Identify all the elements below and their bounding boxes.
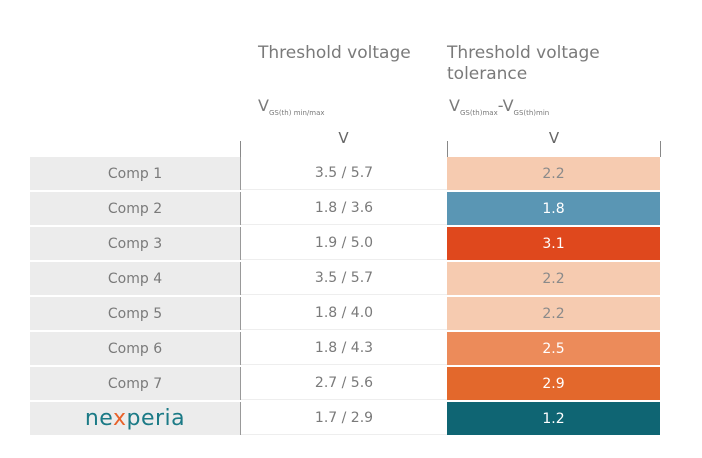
- tolerance-cell: 2.2: [447, 157, 660, 190]
- col2-unit: V: [338, 129, 349, 147]
- component-name: nexperia: [30, 402, 241, 435]
- component-name: Comp 1: [30, 157, 241, 190]
- threshold-range: 1.7 / 2.9: [241, 402, 447, 435]
- component-name: Comp 5: [30, 297, 241, 330]
- component-name: Comp 6: [30, 332, 241, 365]
- col2-title: Threshold voltage: [258, 43, 411, 63]
- threshold-range: 3.5 / 5.7: [241, 157, 447, 190]
- component-name: Comp 7: [30, 367, 241, 400]
- col3-unit: V: [548, 129, 560, 147]
- component-name: Comp 4: [30, 262, 241, 295]
- divider: [447, 141, 448, 157]
- table-row: Comp 4 3.5 / 5.7 2.2: [30, 262, 660, 295]
- table-row: Comp 1 3.5 / 5.7 2.2: [30, 157, 660, 190]
- tolerance-cell: 1.2: [447, 402, 660, 435]
- threshold-range: 1.9 / 5.0: [241, 227, 447, 260]
- tolerance-cell: 2.2: [447, 262, 660, 295]
- nexperia-logo: nexperia: [84, 406, 186, 431]
- tolerance-cell: 1.8: [447, 192, 660, 225]
- tolerance-cell: 2.5: [447, 332, 660, 365]
- threshold-range: 1.8 / 4.3: [241, 332, 447, 365]
- table-row: Comp 6 1.8 / 4.3 2.5: [30, 332, 660, 365]
- col3-title-line1: Threshold voltage: [447, 43, 600, 63]
- col3-title: Threshold voltage tolerance: [447, 43, 600, 85]
- table-row: nexperia 1.7 / 2.9 1.2: [30, 402, 660, 435]
- tolerance-cell: 3.1: [447, 227, 660, 260]
- component-name: Comp 3: [30, 227, 241, 260]
- component-name: Comp 2: [30, 192, 241, 225]
- col3-title-line2: tolerance: [447, 64, 528, 84]
- table-row: Comp 7 2.7 / 5.6 2.9: [30, 367, 660, 400]
- threshold-range: 1.8 / 3.6: [241, 192, 447, 225]
- col3-symbol: VGS(th)max-VGS(th)min: [449, 96, 550, 118]
- table-row: Comp 2 1.8 / 3.6 1.8: [30, 192, 660, 225]
- threshold-range: 2.7 / 5.6: [241, 367, 447, 400]
- table-row: Comp 5 1.8 / 4.0 2.2: [30, 297, 660, 330]
- divider: [240, 141, 241, 157]
- col2-symbol: VGS(th) min/max: [258, 96, 325, 118]
- divider: [660, 141, 661, 157]
- table-row: Comp 3 1.9 / 5.0 3.1: [30, 227, 660, 260]
- threshold-range: 3.5 / 5.7: [241, 262, 447, 295]
- tolerance-cell: 2.9: [447, 367, 660, 400]
- threshold-range: 1.8 / 4.0: [241, 297, 447, 330]
- tolerance-cell: 2.2: [447, 297, 660, 330]
